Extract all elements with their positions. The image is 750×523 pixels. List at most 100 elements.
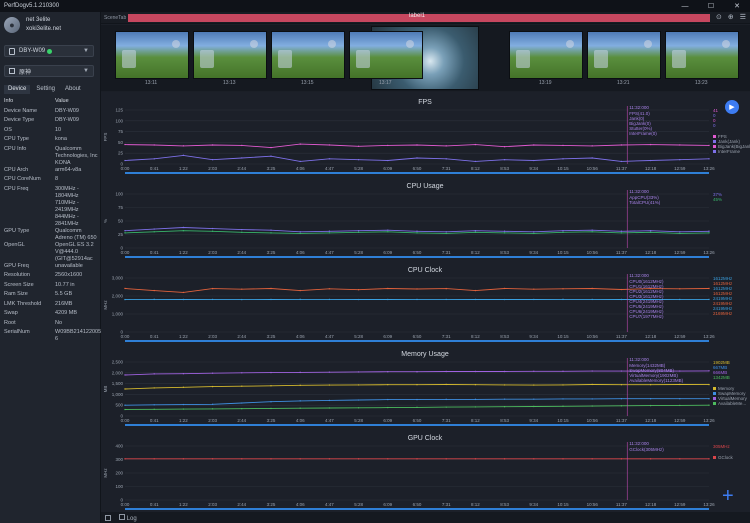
data-point	[124, 458, 126, 460]
table-row: Screen Size 10.77 in	[4, 282, 99, 292]
info-value: 216MB	[55, 300, 73, 307]
chevron-down-icon: ▼	[83, 48, 89, 54]
x-tick-label: 7:31	[442, 418, 451, 423]
cursor-value: FPS(41.0)	[629, 111, 650, 116]
legend-entry: VirtualMemory	[718, 396, 748, 401]
user-profile[interactable]: ● net 3elite xoki3elite.net	[4, 16, 61, 34]
legend-entry: SwapMemory	[718, 391, 746, 396]
data-point	[620, 458, 623, 460]
side-value: 0	[713, 123, 716, 128]
data-point	[299, 371, 301, 374]
x-tick-label: 5:28	[354, 502, 363, 507]
cursor-value: CPU6(2419MHz)	[629, 309, 664, 314]
legend-swatch	[713, 135, 716, 138]
tab-about[interactable]: About	[65, 86, 81, 92]
data-point	[679, 404, 681, 407]
info-value: arm64-v8a	[55, 166, 82, 173]
x-tick-label: 13:26	[703, 250, 715, 255]
x-tick-label: 1:22	[179, 250, 188, 255]
legend-entry: AvailableMe...	[718, 401, 746, 406]
log-toggle[interactable]: Log	[119, 513, 137, 522]
x-tick-label: 8:12	[471, 334, 480, 339]
info-key: GPU Freq	[4, 262, 29, 269]
data-point	[299, 298, 301, 301]
location-icon[interactable]: ⊙	[715, 14, 722, 21]
play-button[interactable]: ▶	[725, 100, 739, 114]
data-point	[299, 160, 301, 163]
scene-label-bar[interactable]	[128, 14, 710, 22]
cursor-time: 11:32:000	[629, 189, 649, 194]
x-tick-label: 11:37	[616, 334, 627, 339]
data-point	[182, 372, 185, 375]
screenshot-thumbnail[interactable]	[193, 31, 267, 79]
data-point	[416, 144, 418, 146]
data-point	[241, 157, 243, 159]
screenshot-thumbnail[interactable]	[665, 31, 739, 79]
screenshot-thumbnail[interactable]	[587, 31, 661, 79]
device-select[interactable]: DBY-W09 ▼	[4, 45, 94, 57]
x-tick-label: 8:53	[500, 166, 509, 171]
data-point	[445, 398, 447, 401]
y-tick-label: 2,000	[112, 370, 124, 375]
device-info-table: Info Value Device Name DBY-W09 Device Type…	[4, 98, 104, 343]
expand-icon[interactable]	[105, 514, 111, 521]
x-tick-label: 2:03	[208, 166, 217, 171]
table-row: GPU Type Qualcomm Adreno (TM) 650	[4, 228, 99, 242]
data-point	[270, 298, 272, 301]
thumbnail-time: 13:23	[695, 80, 708, 86]
data-point	[649, 370, 652, 372]
data-point	[679, 298, 681, 301]
data-point	[211, 458, 214, 460]
data-point	[649, 230, 652, 232]
side-value: 2169MHz	[713, 311, 733, 316]
side-value: 1612MHz	[713, 281, 733, 286]
cursor-value: Jank(0)	[629, 116, 645, 121]
data-point	[503, 298, 506, 301]
device-select-value: DBY-W09	[19, 48, 46, 54]
screenshot-thumbnail[interactable]	[509, 31, 583, 79]
target-icon[interactable]: ⊕	[727, 14, 734, 21]
chart-panel-cpu-clock: CPU Clock 0 1,000 2,000 3,000 MHz 0:00 0:41 1:22…	[103, 267, 733, 342]
menu-icon[interactable]: ☰	[739, 14, 746, 21]
close-button[interactable]: ✕	[734, 3, 740, 10]
data-point	[387, 231, 389, 233]
add-chart-button[interactable]: +	[722, 486, 734, 506]
app-select[interactable]: 原神 ▼	[4, 65, 94, 77]
x-tick-label: 0:41	[150, 418, 159, 423]
data-point	[474, 160, 477, 163]
x-tick-label: 12:59	[674, 166, 686, 171]
minimize-button[interactable]: —	[681, 2, 689, 10]
screenshot-thumbnail[interactable]	[115, 31, 189, 79]
data-point	[153, 289, 155, 292]
y-axis-label: MHz	[103, 468, 108, 478]
side-value: 1342MB	[713, 375, 730, 380]
data-point	[182, 458, 185, 460]
x-tick-label: 3:25	[267, 250, 276, 255]
table-row: CPU Freq 300MHz - 1804MHz 710MHz - 2419MH…	[4, 186, 99, 228]
data-point	[357, 384, 360, 386]
data-point	[153, 404, 155, 406]
data-point	[533, 370, 535, 372]
data-point	[241, 288, 243, 290]
maximize-button[interactable]: ☐	[707, 3, 715, 10]
x-tick-label: 5:28	[354, 418, 363, 423]
data-point	[503, 458, 506, 460]
data-point	[445, 287, 447, 290]
screenshot-thumbnail[interactable]	[271, 31, 345, 79]
screenshot-thumbnail[interactable]	[349, 31, 423, 79]
data-point	[474, 370, 477, 373]
x-tick-label: 4:06	[296, 250, 305, 255]
tab-setting[interactable]: Setting	[36, 86, 56, 92]
side-value: 37%	[713, 192, 722, 197]
tab-device[interactable]: Device	[4, 85, 31, 94]
play-icon: ▶	[729, 104, 735, 111]
data-point	[182, 230, 185, 232]
x-tick-label: 0:00	[121, 418, 130, 423]
cursor-value: SwapMemory(804MB)	[629, 368, 674, 373]
timeline-scrollbar	[125, 172, 709, 174]
data-point	[533, 144, 535, 146]
cursor-value: CPU4(2419MHz)	[629, 299, 664, 304]
table-row: Root No	[4, 320, 99, 330]
data-point	[620, 288, 623, 291]
data-point	[445, 370, 447, 373]
